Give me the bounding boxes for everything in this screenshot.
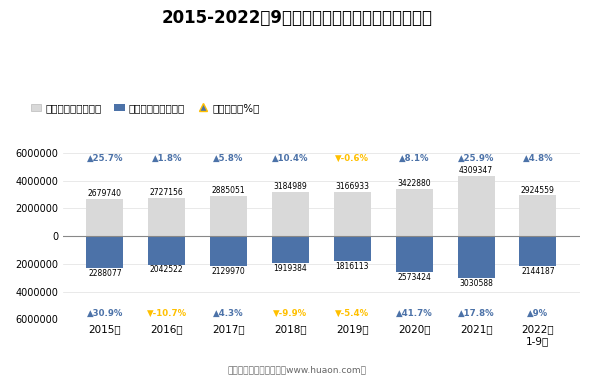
Text: ▲41.7%: ▲41.7%: [396, 309, 433, 318]
Text: ▲5.8%: ▲5.8%: [214, 154, 244, 163]
Text: ▲9%: ▲9%: [527, 309, 549, 318]
Text: 2042522: 2042522: [150, 265, 184, 274]
Text: 2573424: 2573424: [397, 273, 431, 282]
Text: 2727156: 2727156: [150, 188, 184, 197]
Text: 制图：华经产业研究院（www.huaon.com）: 制图：华经产业研究院（www.huaon.com）: [228, 365, 367, 374]
Text: 2015-2022年9月郑州新郑综合保税区进、出口额: 2015-2022年9月郑州新郑综合保税区进、出口额: [162, 9, 433, 27]
Text: 2144187: 2144187: [521, 267, 555, 276]
Bar: [396, 189, 433, 236]
Bar: [210, 196, 247, 236]
Text: 2288077: 2288077: [88, 269, 122, 278]
Bar: [519, 236, 556, 266]
Text: ▼-10.7%: ▼-10.7%: [147, 309, 187, 318]
Text: 3166933: 3166933: [336, 182, 369, 191]
Text: 3030588: 3030588: [459, 279, 493, 288]
Text: ▲1.8%: ▲1.8%: [152, 154, 182, 163]
Bar: [458, 176, 494, 236]
Text: ▼-5.4%: ▼-5.4%: [336, 309, 369, 318]
Text: 2924559: 2924559: [521, 185, 555, 194]
Text: 1816113: 1816113: [336, 262, 369, 271]
Bar: [458, 236, 494, 278]
Text: ▼-0.6%: ▼-0.6%: [336, 154, 369, 163]
Text: ▲4.3%: ▲4.3%: [214, 309, 244, 318]
Text: 3422880: 3422880: [397, 179, 431, 188]
Bar: [272, 236, 309, 263]
Text: ▲4.8%: ▲4.8%: [522, 154, 553, 163]
Text: 2885051: 2885051: [212, 186, 246, 195]
Text: 3184989: 3184989: [274, 182, 308, 191]
Text: 4309347: 4309347: [459, 166, 493, 175]
Bar: [272, 192, 309, 236]
Text: ▲30.9%: ▲30.9%: [87, 309, 123, 318]
Text: ▲25.9%: ▲25.9%: [458, 154, 494, 163]
Text: 1919384: 1919384: [274, 264, 308, 273]
Text: ▲25.7%: ▲25.7%: [87, 154, 123, 163]
Bar: [86, 236, 124, 268]
Bar: [210, 236, 247, 266]
Text: 2679740: 2679740: [88, 189, 122, 198]
Bar: [86, 199, 124, 236]
Text: ▲10.4%: ▲10.4%: [273, 154, 309, 163]
Text: ▲8.1%: ▲8.1%: [399, 154, 430, 163]
Text: ▼-9.9%: ▼-9.9%: [274, 309, 308, 318]
Bar: [148, 198, 185, 236]
Bar: [334, 192, 371, 236]
Bar: [519, 196, 556, 236]
Legend: 出口总额（万美元）, 进口总额（万美元）, 同比增长（%）: 出口总额（万美元）, 进口总额（万美元）, 同比增长（%）: [27, 99, 264, 117]
Bar: [334, 236, 371, 261]
Bar: [148, 236, 185, 264]
Bar: [396, 236, 433, 272]
Text: ▲17.8%: ▲17.8%: [458, 309, 494, 318]
Text: 2129970: 2129970: [212, 267, 246, 276]
